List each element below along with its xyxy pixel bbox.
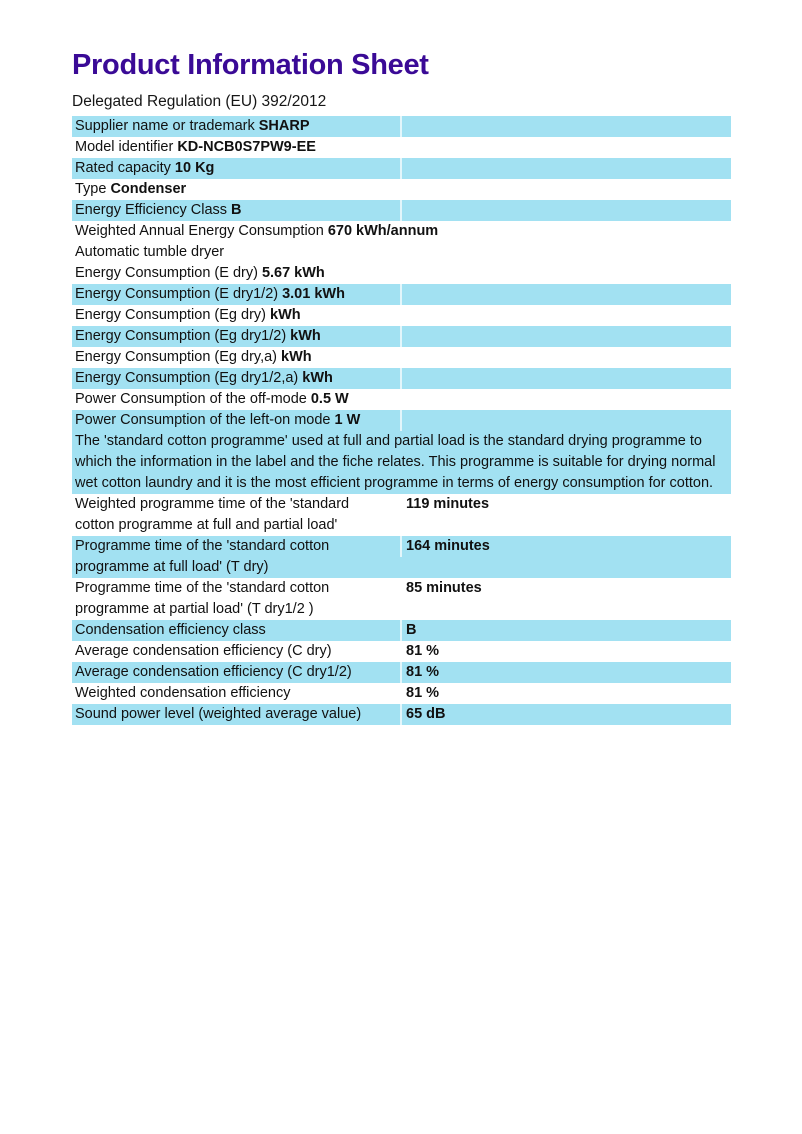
paragraph-text: The 'standard cotton programme' used at …	[75, 433, 716, 491]
table-row-type: Type Condenser	[72, 179, 731, 200]
row-label: Average condensation efficiency (C dry)	[75, 643, 332, 659]
row-value: B	[400, 620, 731, 641]
product-info-table: Supplier name or trademark SHARP Model id…	[72, 116, 731, 725]
row-label: Programme time of the 'standard cotton p…	[75, 580, 330, 617]
row-value: kWh	[290, 328, 321, 344]
table-row-energy-class: Energy Efficiency Class B	[72, 200, 731, 221]
standard-programme-note: The 'standard cotton programme' used at …	[72, 431, 731, 494]
row-label: Type	[75, 181, 107, 197]
row-label: Automatic tumble dryer	[75, 244, 225, 260]
table-row-annual-consumption: Weighted Annual Energy Consumption 670 kW…	[72, 221, 731, 242]
row-value: 85 minutes	[406, 580, 482, 596]
row-value: 3.01 kWh	[282, 286, 345, 302]
row-label: Programme time of the 'standard cotton p…	[75, 538, 330, 575]
row-value: Condenser	[110, 181, 187, 197]
page-subtitle: Delegated Regulation (EU) 392/2012	[72, 93, 327, 110]
row-label: Energy Consumption (E dry1/2)	[75, 286, 279, 302]
row-label: Energy Consumption (Eg dry1/2,a)	[75, 370, 299, 386]
table-row-condensation-class: Condensation efficiency class B	[72, 620, 731, 641]
page-title: Product Information Sheet	[72, 49, 429, 81]
table-row-eg-dry-half: Energy Consumption (Eg dry1/2) kWh	[72, 326, 731, 347]
row-value: kWh	[281, 349, 312, 365]
table-row-eg-dry: Energy Consumption (Eg dry) kWh	[72, 305, 731, 326]
row-label: Weighted programme time of the 'standard…	[75, 496, 350, 533]
row-label: Power Consumption of the off-mode	[75, 391, 307, 407]
row-value: 119 minutes	[406, 496, 490, 512]
row-label: Energy Efficiency Class	[75, 202, 228, 218]
table-row-supplier: Supplier name or trademark SHARP	[72, 116, 731, 137]
row-value: KD-NCB0S7PW9-EE	[177, 139, 316, 155]
row-label: Energy Consumption (Eg dry)	[75, 307, 266, 323]
table-row-left-on-mode: Power Consumption of the left-on mode 1 W	[72, 410, 731, 431]
row-value: 164 minutes	[400, 536, 731, 557]
row-value: 5.67 kWh	[261, 265, 325, 281]
row-label: Supplier name or trademark	[75, 118, 255, 134]
row-label: Model identifier	[75, 139, 174, 155]
row-value: kWh	[270, 307, 301, 323]
table-row-eg-dry-a: Energy Consumption (Eg dry,a) kWh	[72, 347, 731, 368]
document-page: Product Information Sheet Delegated Regu…	[72, 49, 731, 725]
row-value: SHARP	[258, 118, 310, 134]
table-row-weighted-time: Weighted programme time of the 'standard…	[72, 494, 731, 536]
table-row-time-partial-load: Programme time of the 'standard cotton p…	[72, 578, 731, 620]
row-label: Weighted condensation efficiency	[75, 685, 291, 701]
table-row-off-mode: Power Consumption of the off-mode 0.5 W	[72, 389, 731, 410]
table-row-condensation-c-dry-half: Average condensation efficiency (C dry1/…	[72, 662, 731, 683]
row-value: 670 kWh/annum	[327, 223, 439, 239]
table-row-eg-dry-half-a: Energy Consumption (Eg dry1/2,a) kWh	[72, 368, 731, 389]
row-value: 10 Kg	[174, 160, 215, 176]
row-value: kWh	[302, 370, 333, 386]
row-label: Average condensation efficiency (C dry1/…	[75, 664, 352, 680]
row-label: Sound power level (weighted average valu…	[75, 706, 362, 722]
row-label: Power Consumption of the left-on mode	[75, 412, 331, 428]
row-value: 65 dB	[400, 704, 731, 725]
table-row-dryer-type: Automatic tumble dryer	[72, 242, 731, 263]
row-label: Condensation efficiency class	[75, 622, 266, 638]
row-label: Weighted Annual Energy Consumption	[75, 223, 324, 239]
table-row-e-dry: Energy Consumption (E dry) 5.67 kWh	[72, 263, 731, 284]
table-row-weighted-condensation: Weighted condensation efficiency 81 %	[72, 683, 731, 704]
table-row-model: Model identifier KD-NCB0S7PW9-EE	[72, 137, 731, 158]
row-label: Rated capacity	[75, 160, 171, 176]
row-value: 81 %	[406, 685, 440, 701]
row-value: 1 W	[334, 412, 361, 428]
row-value: 0.5 W	[310, 391, 349, 407]
table-row-capacity: Rated capacity 10 Kg	[72, 158, 731, 179]
table-row-condensation-c-dry: Average condensation efficiency (C dry) …	[72, 641, 731, 662]
row-value: 81 %	[400, 662, 731, 683]
row-label: Energy Consumption (E dry)	[75, 265, 258, 281]
row-label: Energy Consumption (Eg dry,a)	[75, 349, 278, 365]
row-value: B	[231, 202, 242, 218]
table-row-time-full-load: Programme time of the 'standard cotton p…	[72, 536, 731, 578]
row-label: Energy Consumption (Eg dry1/2)	[75, 328, 287, 344]
table-row-e-dry-half: Energy Consumption (E dry1/2) 3.01 kWh	[72, 284, 731, 305]
row-value: 81 %	[406, 643, 440, 659]
table-row-sound-power: Sound power level (weighted average valu…	[72, 704, 731, 725]
